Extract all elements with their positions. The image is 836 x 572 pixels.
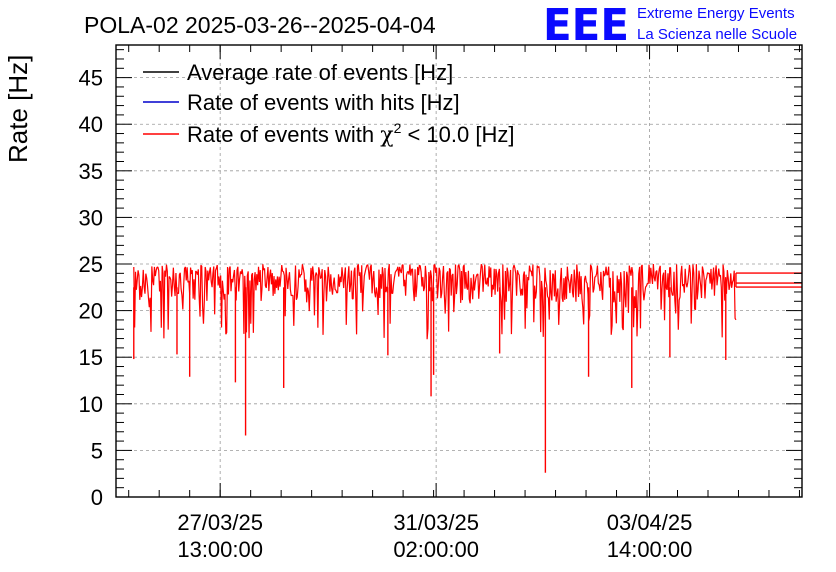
y-tick-label: 35 [79,159,103,184]
x-tick-label-date: 27/03/25 [177,510,263,535]
legend: Average rate of events [Hz] Rate of event… [143,60,514,148]
legend-label-hits: Rate of events with hits [Hz] [187,90,460,115]
x-tick-label-date: 31/03/25 [393,510,479,535]
series-chi2-trace [133,263,737,340]
grid-lines [116,45,802,497]
x-tick-label-time: 02:00:00 [393,537,479,562]
y-tick-label: 5 [91,438,103,463]
x-tick-label-time: 14:00:00 [607,537,693,562]
y-tick-label: 15 [79,345,103,370]
eee-logo-line2: La Scienza nelle Scuole [637,26,797,43]
y-tick-label: 30 [79,205,103,230]
eee-logo-line1: Extreme Energy Events [637,5,795,22]
y-tick-label: 20 [79,299,103,324]
y-tick-label: 40 [79,112,103,137]
y-tick-label: 10 [79,392,103,417]
y-tick-label: 25 [79,252,103,277]
eee-logo: EEE Extreme Energy Events La Scienza nel… [543,0,797,51]
y-tick-label: 45 [79,66,103,91]
chart-title: POLA-02 2025-03-26--2025-04-04 [84,12,436,38]
series-layer [133,263,802,473]
x-tick-label-time: 13:00:00 [177,537,263,562]
legend-label-average: Average rate of events [Hz] [187,60,453,85]
y-axis-label: Rate [Hz] [3,55,33,163]
y-tick-label: 0 [91,485,103,510]
x-tick-label-date: 03/04/25 [607,510,693,535]
plot-frame [115,44,803,498]
eee-logo-text: EEE [543,0,629,51]
legend-label-chi2: Rate of events with χ2 < 10.0 [Hz] [187,120,514,148]
